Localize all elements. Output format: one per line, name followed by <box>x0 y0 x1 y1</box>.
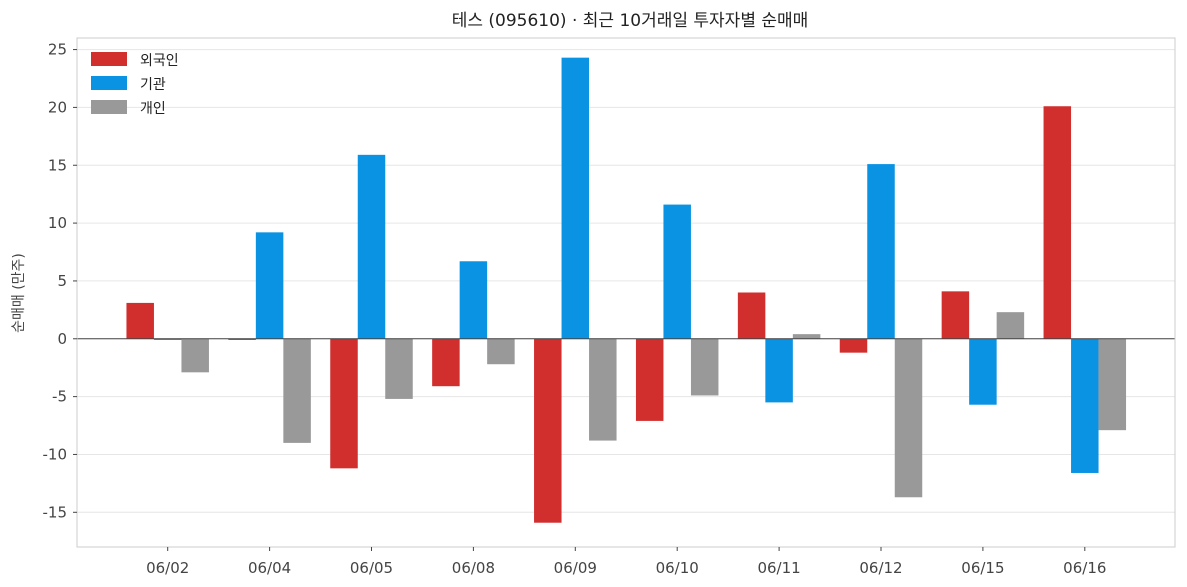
x-tick-label: 06/11 <box>757 559 800 577</box>
y-tick-label: 15 <box>48 156 67 174</box>
y-tick-label: 0 <box>57 330 67 348</box>
y-tick-label: 25 <box>48 41 67 59</box>
bar <box>996 312 1025 339</box>
bar <box>283 338 311 443</box>
bar <box>534 338 562 523</box>
legend-swatch <box>91 100 127 114</box>
x-tick-label: 06/02 <box>146 559 189 577</box>
bar <box>589 338 617 441</box>
y-tick-label: -10 <box>43 445 68 463</box>
bar <box>357 154 386 339</box>
y-tick-label: -5 <box>52 388 67 406</box>
bar <box>969 338 997 405</box>
chart-title: 테스 (095610) · 최근 10거래일 투자자별 순매매 <box>452 11 809 31</box>
x-tick-label: 06/12 <box>859 559 902 577</box>
bar <box>181 338 209 373</box>
x-tick-label: 06/05 <box>350 559 393 577</box>
y-tick-label: 5 <box>57 272 67 290</box>
bar <box>635 338 664 421</box>
y-tick-label: 20 <box>48 98 67 116</box>
bar <box>385 338 413 399</box>
y-axis-label: 순매매 (만주) <box>11 253 27 333</box>
bar <box>432 338 460 387</box>
bar <box>690 338 719 396</box>
plot-frame <box>76 37 1176 548</box>
bar <box>765 338 793 403</box>
x-tick-label: 06/08 <box>452 559 495 577</box>
bar <box>330 338 358 469</box>
y-tick-label: 10 <box>48 214 67 232</box>
bar <box>459 261 488 339</box>
bar <box>867 164 895 339</box>
bar <box>126 302 154 339</box>
bar <box>255 232 284 339</box>
bar <box>1071 338 1099 473</box>
bar <box>153 338 182 340</box>
bar <box>663 204 691 339</box>
bars <box>126 57 1127 523</box>
x-tick-label: 06/16 <box>1063 559 1106 577</box>
x-tick-label: 06/10 <box>656 559 699 577</box>
legend-label: 개인 <box>140 101 166 117</box>
bar <box>1043 106 1072 339</box>
x-tick-label: 06/04 <box>248 559 291 577</box>
x-tick-label: 06/09 <box>554 559 597 577</box>
y-tick-label: -15 <box>43 503 68 521</box>
grid-lines <box>77 49 1175 513</box>
bar <box>737 292 766 339</box>
bar <box>839 338 868 353</box>
bar <box>792 334 821 339</box>
bar <box>487 338 515 365</box>
legend-swatch <box>91 52 127 66</box>
y-axis-ticks: -15 -10 -5 0 5 10 15 20 25 <box>43 41 77 521</box>
legend-label: 외국인 <box>140 53 179 69</box>
x-axis-ticks: 06/02 06/04 06/05 06/08 06/09 06/10 06/11 06/12… <box>146 547 1106 577</box>
x-tick-label: 06/15 <box>961 559 1004 577</box>
bar <box>894 338 923 498</box>
bar <box>228 338 256 340</box>
bar <box>1098 338 1127 431</box>
legend-swatch <box>91 76 127 90</box>
legend-label: 기관 <box>140 77 166 93</box>
bar <box>561 57 590 339</box>
bar <box>941 291 970 339</box>
